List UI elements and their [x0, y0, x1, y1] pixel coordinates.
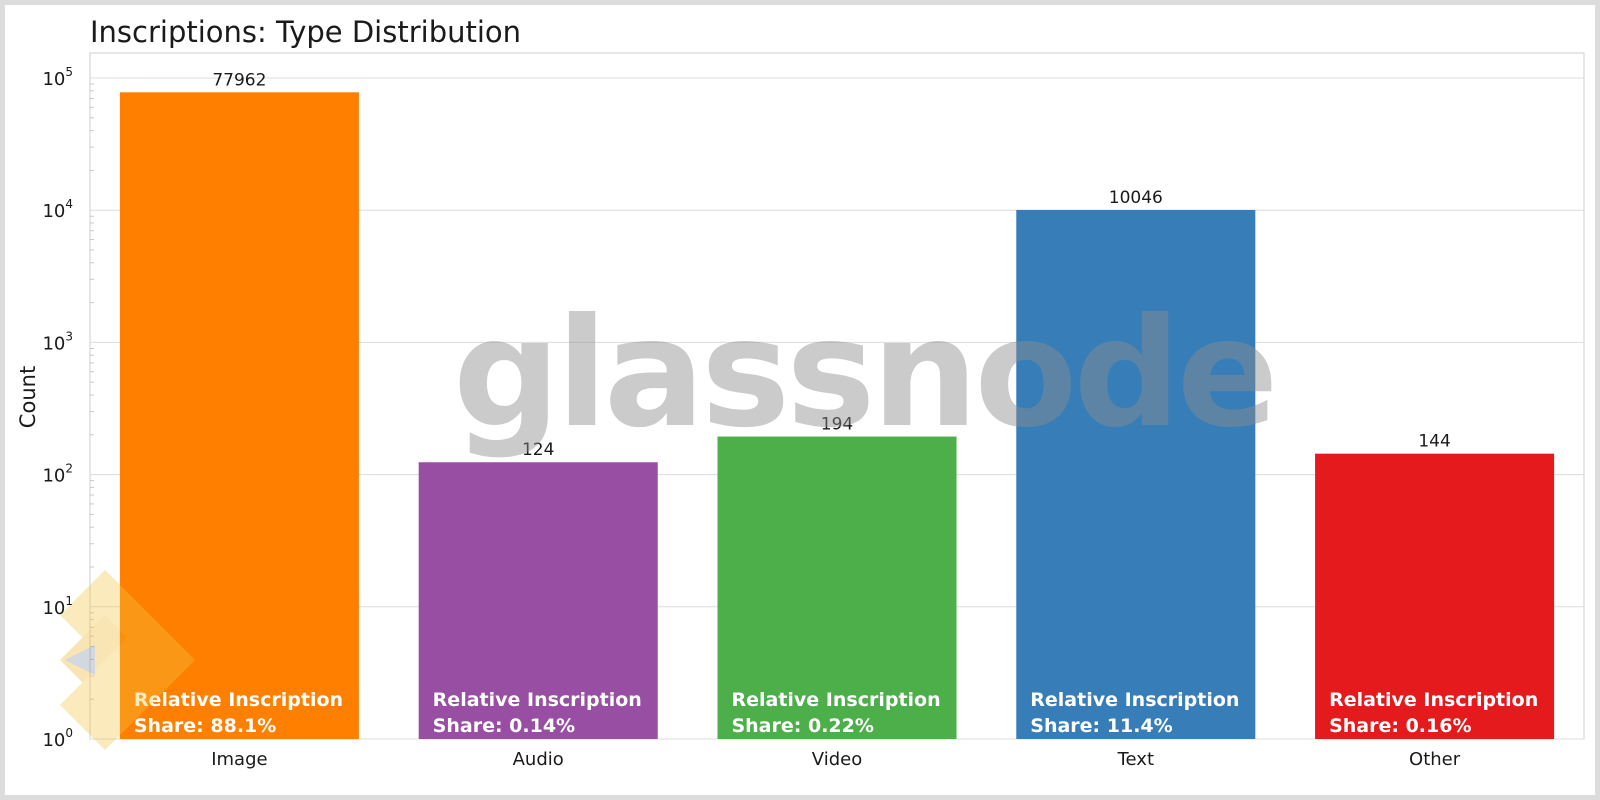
x-tick-label: Video	[812, 749, 862, 770]
share-label-value: Share: 88.1%	[134, 715, 276, 737]
bar-value-label: 144	[1418, 432, 1450, 452]
bar-audio	[418, 462, 658, 739]
y-axis-label: Count	[16, 366, 40, 428]
bar-other	[1315, 453, 1555, 739]
x-tick-label: Audio	[513, 749, 564, 770]
share-label-value: Share: 0.14%	[433, 715, 575, 737]
y-tick-label: 105	[42, 65, 73, 90]
chart-svg: Inscriptions: Type Distribution 77962 Rel…	[16, 15, 1585, 770]
x-tick-label: Other	[1409, 749, 1461, 770]
share-label-value: Share: 11.4%	[1030, 715, 1172, 737]
bar-video	[717, 436, 957, 739]
share-label-prefix: Relative Inscription	[134, 689, 343, 711]
share-label-prefix: Relative Inscription	[433, 689, 642, 711]
x-ticks: Image Audio Video Text Other	[211, 749, 1461, 770]
share-label-prefix: Relative Inscription	[1030, 689, 1239, 711]
x-tick-label: Image	[211, 749, 267, 770]
bars: 77962 Relative Inscription Share: 88.1% 124…	[119, 70, 1555, 739]
share-label-prefix: Relative Inscription	[731, 689, 940, 711]
y-tick-label: 102	[42, 462, 73, 487]
y-tick-label: 103	[42, 329, 73, 354]
chart-title: Inscriptions: Type Distribution	[90, 15, 521, 49]
share-label-value: Share: 0.16%	[1329, 715, 1471, 737]
minor-ticks	[90, 83, 94, 700]
watermark-logo	[60, 570, 195, 750]
bar-value-label: 194	[821, 415, 853, 435]
y-ticks: 100 101 102 103 104 105	[42, 65, 73, 751]
bar-value-label: 10046	[1109, 188, 1163, 208]
y-tick-label: 104	[42, 197, 73, 222]
share-label-value: Share: 0.22%	[731, 715, 873, 737]
y-tick-label: 100	[42, 726, 73, 751]
bar-value-label: 124	[522, 440, 554, 460]
watermark-text: glassnode	[453, 287, 1275, 461]
bar-text	[1016, 209, 1256, 739]
bar-image	[119, 92, 359, 739]
bar-value-label: 77962	[212, 70, 266, 90]
x-tick-label: Text	[1117, 749, 1154, 770]
y-tick-label: 101	[42, 594, 73, 619]
share-label-prefix: Relative Inscription	[1329, 689, 1538, 711]
chart-frame: Inscriptions: Type Distribution 77962 Rel…	[5, 5, 1595, 795]
